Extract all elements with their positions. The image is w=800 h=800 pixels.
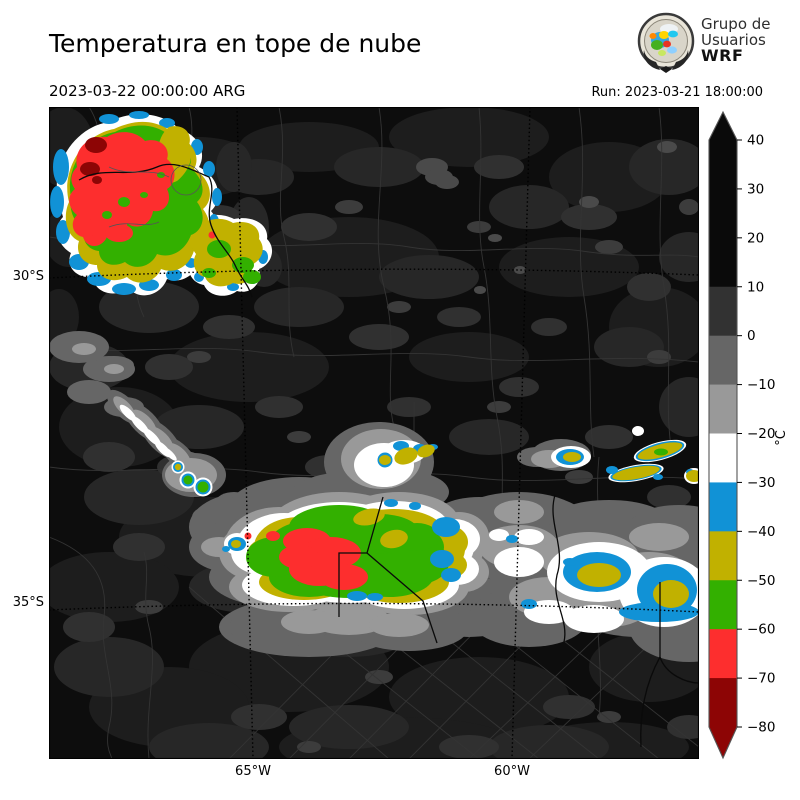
map-canvas xyxy=(49,107,699,759)
cloud-texture-spots xyxy=(416,141,677,294)
colorbar-segment xyxy=(709,482,737,532)
wrf-logo xyxy=(636,10,800,76)
colorbar-segment xyxy=(709,531,737,581)
colorbar-tick-label: 30 xyxy=(747,181,764,197)
colorbar-segment xyxy=(709,140,737,190)
logo-text-line1: Grupo de xyxy=(701,15,771,33)
wrf-logo-emblem xyxy=(637,12,695,73)
colorbar-unit-label: °C xyxy=(774,430,789,446)
map-frame-border xyxy=(49,107,699,759)
colorbar-segment xyxy=(709,678,737,728)
colorbar-segment xyxy=(709,629,737,679)
colorbar-segment xyxy=(709,335,737,386)
colorbar-tick-label: 20 xyxy=(747,230,764,246)
logo-text-wrf: WRF xyxy=(701,46,744,65)
logo-text-line2: Usuarios xyxy=(701,31,766,49)
colorbar-segment xyxy=(709,237,737,288)
colorbar-tick-label: −50 xyxy=(747,573,776,589)
cold-cloud-red xyxy=(69,132,368,590)
colorbar-tick-label: −30 xyxy=(747,475,776,491)
green-texture-dots xyxy=(102,172,165,219)
colorbar-svg: 40 30 20 10 0 −10 −20 −30 −40 −50 −60 −70 −80 °C xyxy=(708,110,789,760)
colorbar-tick-label: −60 xyxy=(747,622,776,638)
colorbar-tick-label: −40 xyxy=(747,524,776,540)
colorbar-under-arrow xyxy=(709,727,737,758)
graticule xyxy=(49,107,699,759)
cold-cloud-darkred xyxy=(80,137,107,184)
colorbar-tick-label: 0 xyxy=(747,328,756,344)
boundary-network xyxy=(49,107,699,759)
colorbar-segment xyxy=(709,580,737,630)
colorbar-segment xyxy=(709,286,737,337)
colorbar-tick-label: −20 xyxy=(747,426,776,442)
lon-label-60w: 60°W xyxy=(494,764,530,779)
map-plot xyxy=(49,107,699,759)
colorbar: 40 30 20 10 0 −10 −20 −30 −40 −50 −60 −70 −80 °C xyxy=(707,108,800,768)
colorbar-tick-label: −70 xyxy=(747,671,776,687)
colorbar-tick-label: 40 xyxy=(747,133,764,149)
province-borders xyxy=(78,163,699,748)
colorbar-tick-label: 10 xyxy=(747,279,764,295)
colorbar-tick-label: −80 xyxy=(747,720,776,736)
colorbar-over-arrow xyxy=(709,112,737,140)
colorbar-segment xyxy=(709,188,737,239)
colorbar-segment xyxy=(709,433,737,484)
valid-time-label: 2023-03-22 00:00:00 ARG xyxy=(49,82,246,100)
inner-borders-grey xyxy=(108,164,202,228)
lat-label-30s: 30°S xyxy=(12,269,44,284)
parallel-30s xyxy=(49,268,699,279)
colorbar-tick-label: −10 xyxy=(747,377,776,393)
run-time-label: Run: 2023-03-21 18:00:00 xyxy=(591,85,763,100)
colorbar-segment xyxy=(709,384,737,435)
lon-label-65w: 65°W xyxy=(235,764,271,779)
lat-label-35s: 35°S xyxy=(12,595,44,610)
blue-overlay-patches xyxy=(347,499,461,601)
page-title: Temperatura en tope de nube xyxy=(49,29,422,58)
logo-text: Grupo de Usuarios WRF xyxy=(701,16,771,64)
